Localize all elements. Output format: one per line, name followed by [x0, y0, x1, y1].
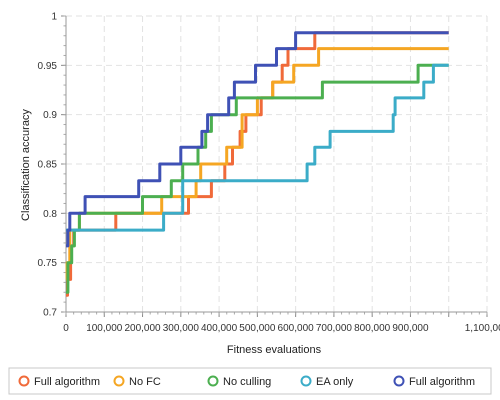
legend-marker — [207, 375, 219, 387]
legend-label: Full algorithm — [409, 376, 475, 388]
x-tick-label: 0 — [63, 323, 69, 334]
legend-item-3[interactable]: No culling — [207, 375, 272, 388]
y-tick-label: 0.7 — [43, 308, 57, 319]
axis-layer: 0.7 0.75 0.8 0.85 0.9 0.95 1 0 100,000 200,000 300… — [38, 12, 500, 335]
series-layer — [65, 31, 449, 297]
legend[interactable]: Full algorithm No FC No culling EA only Full… — [8, 367, 492, 395]
x-tick-label: 900,000 — [392, 323, 429, 334]
legend-marker — [18, 375, 30, 387]
series-line-4 — [66, 63, 449, 232]
legend-item-5[interactable]: Full algorithm — [393, 375, 476, 388]
y-tick-label: 1 — [51, 12, 57, 23]
x-tick-label: 600,000 — [278, 323, 315, 334]
y-axis-title: Classification accuracy — [20, 109, 32, 221]
legend-item-1[interactable]: Full algorithm — [18, 375, 101, 388]
x-tick-label: 400,000 — [201, 323, 238, 334]
x-axis-title: Fitness evaluations — [227, 344, 322, 356]
y-tick-label: 0.9 — [43, 110, 57, 121]
series-line-3 — [66, 63, 449, 294]
x-tick-label: 700,000 — [316, 323, 353, 334]
legend-marker — [393, 375, 405, 387]
y-tick-label: 0.8 — [43, 209, 57, 220]
legend-item-4[interactable]: EA only — [300, 375, 354, 388]
series-line-5 — [66, 31, 449, 248]
legend-items: Full algorithm No FC No culling EA only Full… — [18, 375, 476, 388]
legend-marker — [300, 375, 312, 387]
legend-marker — [113, 375, 125, 387]
legend-item-2[interactable]: No FC — [113, 375, 161, 388]
legend-label: EA only — [316, 376, 354, 388]
legend-box — [8, 367, 492, 395]
legend-label: No culling — [223, 376, 271, 388]
x-tick-label: 500,000 — [239, 323, 276, 334]
y-tick-label: 0.85 — [38, 160, 58, 171]
x-tick-label: 800,000 — [354, 323, 391, 334]
x-tick-label: 300,000 — [163, 323, 200, 334]
legend-label: Full algorithm — [34, 376, 100, 388]
legend-label: No FC — [129, 376, 161, 388]
y-tick-label: 0.75 — [38, 258, 58, 269]
y-tick-label: 0.95 — [38, 61, 58, 72]
x-tick-label: 100,000 — [86, 323, 123, 334]
x-tick-label: 200,000 — [124, 323, 161, 334]
x-tick-label: 1,100,000 — [465, 323, 500, 334]
